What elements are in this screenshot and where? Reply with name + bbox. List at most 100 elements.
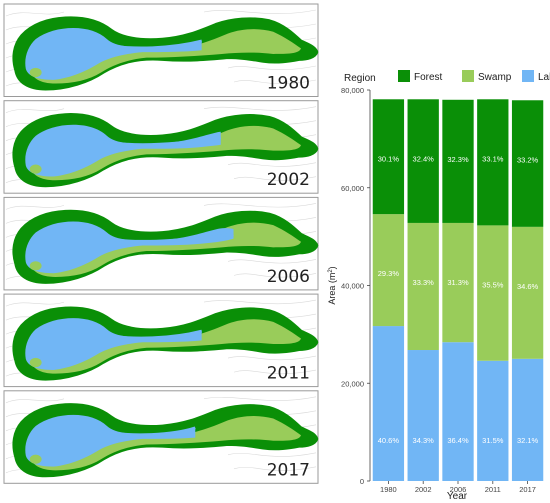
map-year-label: 2002	[267, 170, 310, 190]
contour-line	[227, 259, 317, 264]
y-tick-label: 20,000	[341, 379, 364, 388]
lake-map	[12, 113, 319, 188]
bar-lake-2002	[407, 350, 439, 481]
contour-line	[5, 301, 65, 307]
x-tick-label: 2011	[485, 485, 501, 494]
bar-forest-2002	[407, 99, 439, 223]
data-label-swamp-1980: 29.3%	[378, 269, 400, 278]
map-panel-2011: 2011	[3, 293, 319, 388]
lake-region	[25, 124, 221, 177]
map-year-label: 2011	[267, 364, 310, 384]
lake-map	[12, 403, 319, 478]
contour-line	[203, 203, 317, 208]
legend-label-forest: Forest	[414, 72, 443, 83]
bar-lake-1980	[372, 326, 405, 481]
contour-line	[203, 9, 317, 15]
legend-swatch-lake	[522, 70, 534, 82]
bar-swamp-2006	[442, 222, 474, 343]
contour-line	[5, 398, 65, 404]
lake-channel	[102, 136, 222, 146]
stacked-bar-chart: Region Forest Swamp Lake 0 20,000 40,000 60,000…	[327, 70, 550, 502]
map-panel-2006: 2006	[3, 196, 319, 291]
contour-line	[227, 452, 317, 457]
y-tick-label: 40,000	[341, 282, 364, 291]
contour-line	[203, 299, 317, 305]
data-label-lake-2002: 34.3%	[413, 436, 435, 445]
lake-map	[12, 306, 319, 381]
contour-line	[5, 205, 65, 210]
bar-forest-1980	[372, 99, 405, 215]
bar-swamp-2011	[477, 225, 509, 361]
bar-swamp-2017	[511, 226, 544, 359]
y-axis-label-text: Area (m	[327, 273, 337, 305]
contour-line	[203, 396, 317, 401]
y-tick-label: 80,000	[341, 86, 364, 95]
x-tick-label: 2002	[415, 485, 432, 494]
y-axis-label: Area (m2)	[327, 266, 337, 304]
x-tick-label: 1980	[380, 485, 397, 494]
swamp-patch	[29, 454, 42, 464]
bar-swamp-1980	[372, 214, 405, 327]
data-label-forest-2011: 33.1%	[482, 154, 504, 163]
swamp-patch	[29, 164, 42, 174]
contour-line	[233, 466, 317, 471]
bar-swamp-2002	[407, 222, 439, 351]
lake-region	[25, 414, 196, 467]
map-year-label: 1980	[267, 74, 310, 94]
lake-channel	[102, 233, 234, 243]
map-panel-1980: 1980	[3, 3, 319, 97]
contour-line	[233, 79, 317, 85]
contour-line	[5, 108, 65, 113]
map-panel-2017: 2017	[3, 390, 319, 484]
lake-channel	[102, 426, 196, 437]
map-panel-2002: 2002	[3, 100, 319, 194]
lake-maps-panel: 1980 2002 2006 2011 2017	[3, 3, 319, 484]
contour-line	[5, 11, 65, 17]
lake-region	[25, 28, 202, 80]
data-label-forest-1980: 30.1%	[378, 154, 400, 163]
lake-map	[12, 16, 319, 91]
data-label-lake-2011: 31.5%	[482, 436, 504, 445]
bar-lake-2006	[442, 342, 474, 481]
lake-channel	[102, 39, 203, 50]
data-label-lake-2017: 32.1%	[517, 436, 539, 445]
legend-label-lake: Lake	[538, 72, 550, 83]
data-label-lake-2006: 36.4%	[447, 436, 469, 445]
lake-region	[25, 221, 234, 274]
y-tick-label: 60,000	[341, 184, 364, 193]
data-label-swamp-2006: 31.3%	[447, 278, 469, 287]
lake-region	[25, 318, 202, 370]
data-label-forest-2002: 32.4%	[413, 154, 435, 163]
data-label-swamp-2011: 35.5%	[482, 280, 504, 289]
x-tick-label: 2006	[450, 485, 467, 494]
contour-line	[227, 65, 317, 71]
contour-line	[227, 162, 317, 167]
data-label-lake-1980: 40.6%	[378, 436, 400, 445]
bar-lake-2011	[477, 360, 509, 481]
y-axis-label-close: )	[327, 266, 337, 269]
lake-channel	[102, 329, 203, 340]
contour-line	[227, 355, 317, 361]
swamp-patch	[29, 67, 42, 78]
contour-line	[233, 369, 317, 375]
contour-line	[233, 176, 317, 181]
legend-label-swamp: Swamp	[478, 72, 512, 83]
legend-title: Region	[344, 73, 376, 84]
bar-forest-2011	[477, 99, 509, 226]
swamp-patch	[29, 357, 42, 368]
contour-line	[203, 106, 317, 111]
bar-lake-2017	[511, 358, 544, 481]
data-label-swamp-2017: 34.6%	[517, 282, 539, 291]
map-year-label: 2006	[267, 267, 310, 287]
legend-swatch-swamp	[462, 70, 474, 82]
y-axis-label-sup: 2	[328, 269, 334, 273]
lake-map	[12, 209, 319, 284]
swamp-patch	[29, 261, 42, 271]
y-tick-label: 0	[360, 477, 364, 486]
x-tick-label: 2017	[519, 485, 536, 494]
data-label-swamp-2002: 33.3%	[413, 278, 435, 287]
data-label-forest-2006: 32.3%	[447, 155, 469, 164]
contour-line	[233, 273, 317, 278]
legend-swatch-forest	[398, 70, 410, 82]
bar-forest-2017	[511, 100, 544, 227]
